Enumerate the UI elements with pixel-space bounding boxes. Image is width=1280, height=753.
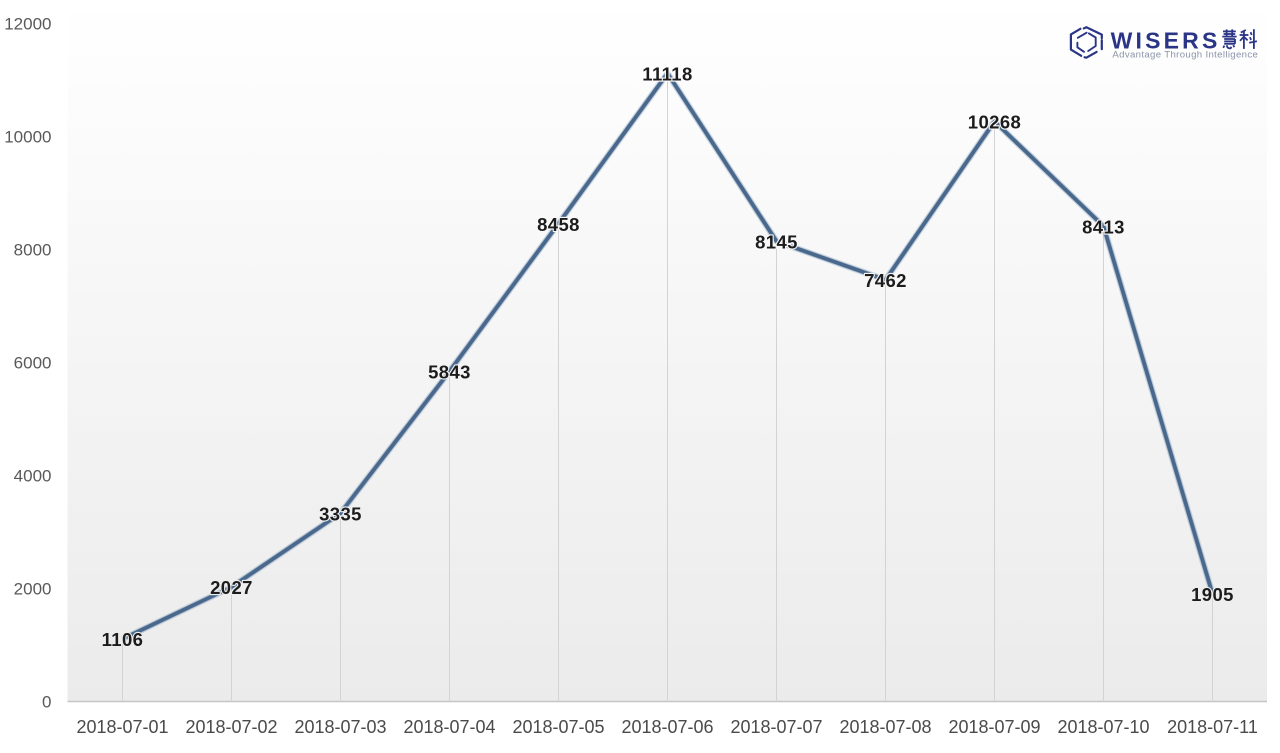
svg-text:8145: 8145 xyxy=(755,232,798,253)
svg-text:2018-07-09: 2018-07-09 xyxy=(948,717,1040,737)
svg-text:2018-07-03: 2018-07-03 xyxy=(294,717,386,737)
svg-text:10268: 10268 xyxy=(968,112,1021,133)
svg-text:12000: 12000 xyxy=(4,15,51,34)
svg-text:7462: 7462 xyxy=(864,270,907,291)
svg-text:WISERS: WISERS xyxy=(1111,27,1221,53)
svg-text:2018-07-10: 2018-07-10 xyxy=(1057,717,1149,737)
svg-text:0: 0 xyxy=(42,693,51,712)
svg-text:2018-07-04: 2018-07-04 xyxy=(403,717,495,737)
svg-text:2000: 2000 xyxy=(14,580,52,599)
svg-text:2018-07-06: 2018-07-06 xyxy=(621,717,713,737)
svg-text:2018-07-08: 2018-07-08 xyxy=(839,717,931,737)
svg-text:2018-07-07: 2018-07-07 xyxy=(730,717,822,737)
svg-text:1106: 1106 xyxy=(102,629,144,650)
svg-text:1905: 1905 xyxy=(1191,584,1234,605)
svg-text:2018-07-02: 2018-07-02 xyxy=(185,717,277,737)
svg-text:5843: 5843 xyxy=(428,362,471,383)
svg-text:2027: 2027 xyxy=(210,577,253,598)
svg-text:2018-07-01: 2018-07-01 xyxy=(76,717,168,737)
svg-text:2018-07-05: 2018-07-05 xyxy=(512,717,604,737)
svg-text:Advantage Through Intelligence: Advantage Through Intelligence xyxy=(1112,49,1258,60)
svg-text:3335: 3335 xyxy=(319,503,362,524)
svg-text:6000: 6000 xyxy=(14,354,52,373)
svg-text:8000: 8000 xyxy=(14,241,52,260)
svg-text:11118: 11118 xyxy=(642,64,692,85)
svg-text:8458: 8458 xyxy=(537,214,580,235)
svg-text:4000: 4000 xyxy=(14,467,52,486)
svg-text:2018-07-11: 2018-07-11 xyxy=(1167,717,1258,737)
svg-text:8413: 8413 xyxy=(1082,216,1125,237)
svg-text:10000: 10000 xyxy=(4,128,51,147)
